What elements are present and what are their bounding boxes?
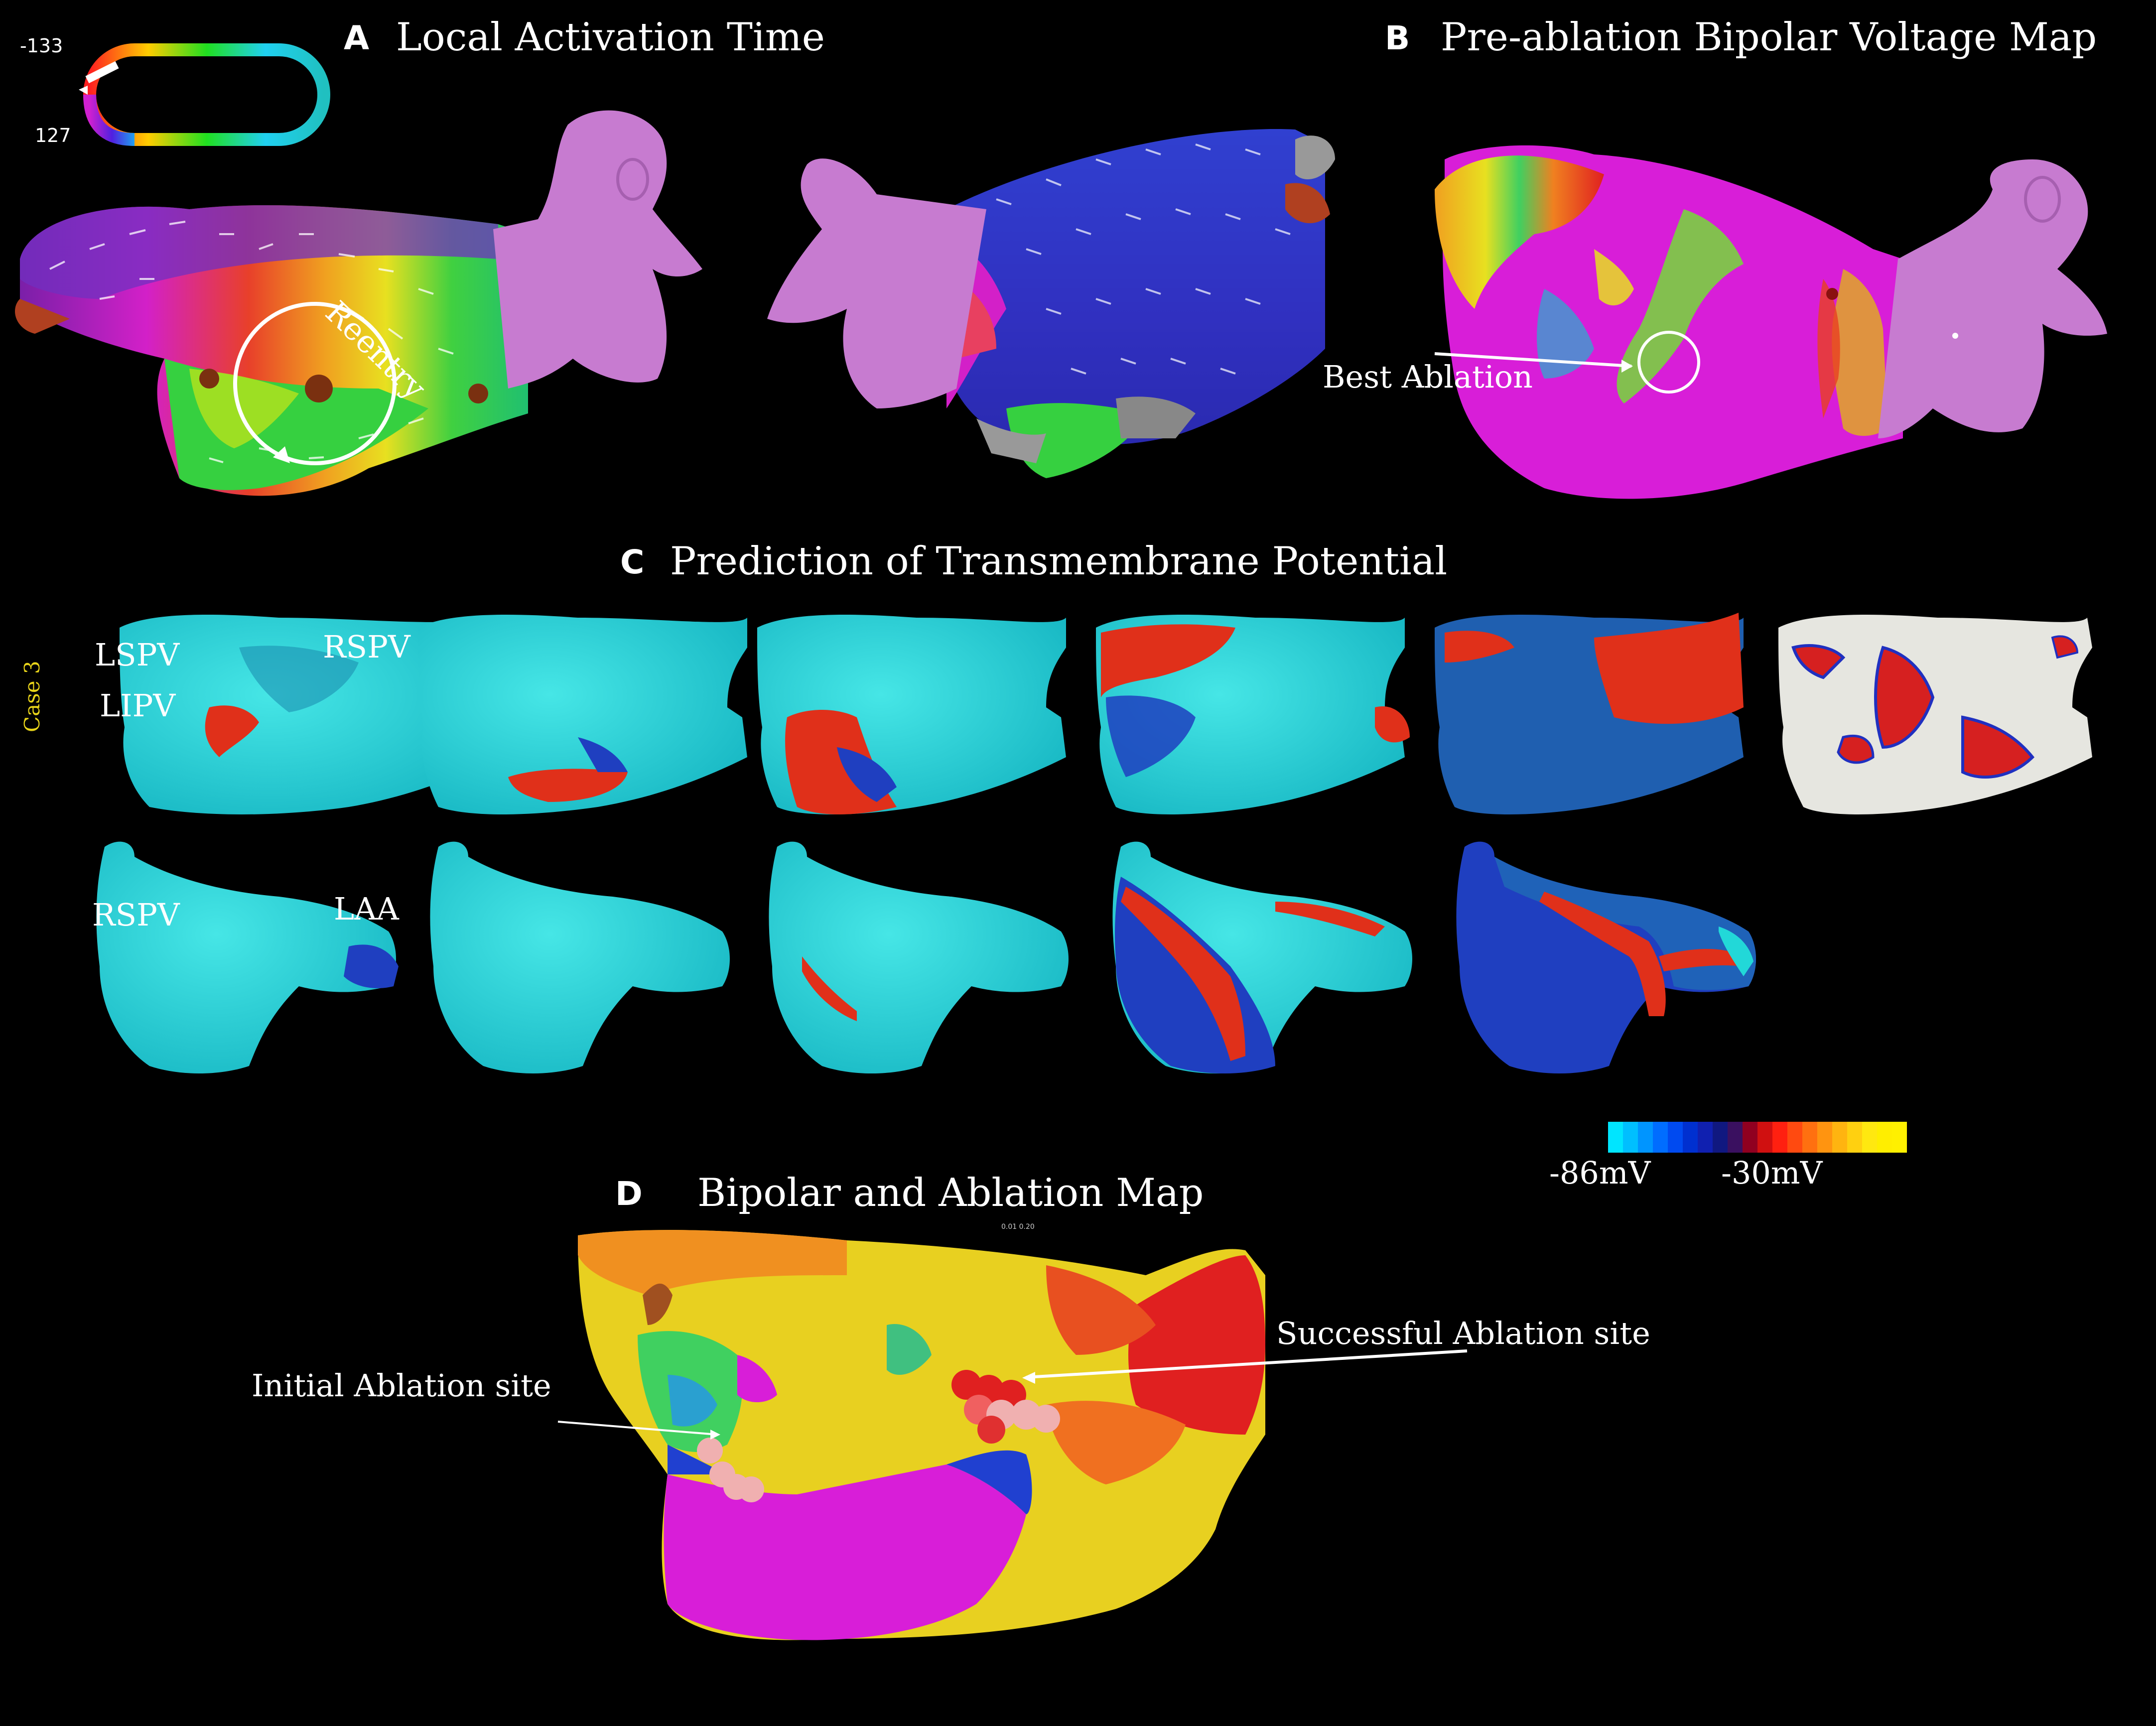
left-atrium-lat-view-2 <box>946 129 1335 478</box>
initial-ablation-site-label: Initial Ablation site <box>252 1367 551 1404</box>
tmp-anterior-t2 <box>430 841 730 1073</box>
rspv-label-bottom: RSPV <box>92 897 180 933</box>
successful-ablation-site-label: Successful Ablation site <box>1276 1315 1650 1351</box>
tmp-posterior-t3 <box>757 615 1066 814</box>
tmp-anterior-t3 <box>769 841 1069 1073</box>
ablation-lesion-spheres-initial <box>697 1438 764 1502</box>
panel-title-c: Prediction of Transmembrane Potential <box>670 539 1448 584</box>
tmp-posterior-t2 <box>418 615 747 814</box>
scale-top-label: -133 <box>20 35 63 57</box>
tmp-posterior-t6 <box>1778 615 2092 814</box>
scale-min-label: -86mV <box>1549 1155 1651 1191</box>
bipolar-voltage-map <box>1435 145 1903 499</box>
pulmonary-vein-a1 <box>493 110 702 389</box>
tmp-anterior-t1 <box>96 841 399 1073</box>
pulmonary-vein-a2 <box>767 158 986 408</box>
laa-label: LAA <box>334 891 399 927</box>
ablation-lesion-spheres-successful <box>951 1370 1060 1444</box>
scale-mid-label: -30mV <box>1721 1155 1823 1191</box>
tmp-posterior-t5 <box>1435 613 1744 814</box>
ablation-callout-lines <box>557 1349 1468 1440</box>
left-atrium-lat-view-1 <box>15 205 528 496</box>
activation-color-ring <box>79 43 330 146</box>
tmp-color-scale <box>1608 1122 1907 1153</box>
best-ablation-marker <box>1434 331 1700 394</box>
panel-letter-a: A <box>344 19 370 57</box>
case-label: Case 3 <box>20 661 44 732</box>
tmp-posterior-t4 <box>1096 615 1410 814</box>
panel-letter-b: B <box>1385 19 1410 57</box>
pulmonary-vein-b <box>1878 159 2107 438</box>
panel-letter-d: D <box>615 1175 643 1213</box>
rspv-label-top: RSPV <box>323 629 410 665</box>
panel-title-d: Bipolar and Ablation Map <box>697 1171 1204 1215</box>
tmp-posterior-t1 <box>120 615 498 814</box>
tmp-anterior-t5 <box>1456 841 1756 1073</box>
scale-bottom-label: 127 <box>35 125 71 146</box>
tmp-anterior-t4 <box>1112 841 1412 1073</box>
best-ablation-label: Best Ablation <box>1323 359 1533 395</box>
bipolar-ablation-map <box>578 1230 1265 1640</box>
panel-letter-c: C <box>620 543 645 581</box>
panel-title-a: Local Activation Time <box>396 15 825 60</box>
lipv-label: LIPV <box>100 687 176 724</box>
panel-title-b: Pre-ablation Bipolar Voltage Map <box>1441 15 2097 60</box>
tiny-scale-label: 0.01 0.20 <box>1001 1223 1035 1231</box>
lspv-label: LSPV <box>95 637 180 673</box>
